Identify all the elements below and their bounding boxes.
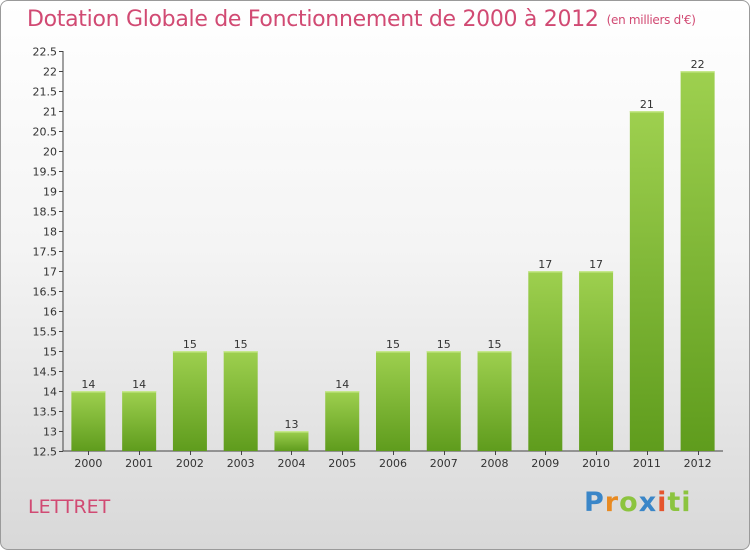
y-tick-label: 12.5: [33, 446, 58, 459]
bar: [71, 391, 106, 451]
y-tick-label: 15: [43, 346, 57, 359]
bar-highlight: [223, 351, 258, 353]
value-label: 17: [538, 258, 552, 271]
x-tick-label: 2005: [328, 457, 356, 470]
logo-letter: ti: [667, 487, 692, 518]
bar-highlight: [71, 391, 106, 393]
x-tick-label: 2010: [582, 457, 610, 470]
bar-highlight: [629, 111, 664, 113]
y-tick-label: 16: [43, 306, 57, 319]
y-tick-label: 14: [43, 386, 57, 399]
y-tick-label: 20: [43, 146, 57, 159]
y-tick-label: 18.5: [33, 206, 58, 219]
y-tick-label: 18: [43, 226, 57, 239]
y-tick-label: 17: [43, 266, 57, 279]
y-tick-label: 21.5: [33, 86, 58, 99]
bar: [274, 431, 309, 451]
y-tick-label: 20.5: [33, 126, 58, 139]
bar: [579, 271, 614, 451]
y-tick-label: 19.5: [33, 166, 58, 179]
bar: [477, 351, 512, 451]
axes: 12.5 13 13.5 14 14.5 15 15.5 16 16.5 17 17.5 18 18.5…: [33, 46, 723, 459]
chart-title: Dotation Globale de Fonctionnement de 20…: [27, 7, 696, 32]
unit-label: (en milliers d'€): [606, 13, 696, 27]
x-tick-label: 2008: [481, 457, 509, 470]
value-label: 17: [589, 258, 603, 271]
x-tick-label: 2004: [277, 457, 305, 470]
value-label: 21: [640, 98, 654, 111]
bar-highlight: [122, 391, 157, 393]
bar-highlight: [477, 351, 512, 353]
bar-highlight: [579, 271, 614, 273]
logo-letter: r: [604, 487, 620, 518]
y-tick-label: 16.5: [33, 286, 58, 299]
y-tick-label: 17.5: [33, 246, 58, 259]
bar: [122, 391, 157, 451]
y-tick-label: 13: [43, 426, 57, 439]
commune-name: LETTRET: [28, 496, 111, 518]
x-tick-label: 2012: [684, 457, 712, 470]
logo-letter: P: [584, 487, 605, 518]
labels: 2000 14 2001 14 2002 15 2003 15 2004 13 2005 14 2006…: [74, 58, 711, 470]
value-label: 15: [386, 338, 400, 351]
bar: [223, 351, 258, 451]
y-tick-label: 22.5: [33, 46, 58, 59]
bar-highlight: [680, 71, 715, 73]
value-label: 22: [691, 58, 705, 71]
x-tick-label: 2009: [531, 457, 559, 470]
bar-highlight: [528, 271, 563, 273]
bar: [680, 71, 715, 451]
bar: [376, 351, 410, 451]
logo-letter: o: [619, 487, 639, 518]
logo-letter: x: [638, 487, 658, 518]
value-label: 13: [284, 418, 298, 431]
y-tick-label: 19: [43, 186, 57, 199]
value-label: 15: [437, 338, 451, 351]
bar: [528, 271, 563, 451]
y-tick-label: 13.5: [33, 406, 58, 419]
logo-letter: i: [657, 487, 668, 518]
value-label: 15: [488, 338, 502, 351]
bar-highlight: [376, 351, 410, 353]
value-label: 14: [81, 378, 95, 391]
x-tick-label: 2011: [633, 457, 661, 470]
y-tick-label: 14.5: [33, 366, 58, 379]
value-label: 15: [234, 338, 248, 351]
y-tick-label: 22: [43, 66, 57, 79]
x-tick-label: 2006: [379, 457, 407, 470]
value-label: 14: [132, 378, 146, 391]
bar: [325, 391, 360, 451]
bar: [629, 111, 664, 451]
y-tick-label: 21: [43, 106, 57, 119]
bar-highlight: [172, 351, 207, 353]
x-tick-label: 2002: [176, 457, 204, 470]
bars: [71, 71, 715, 451]
value-label: 15: [183, 338, 197, 351]
bar-highlight: [274, 431, 309, 433]
bar-highlight: [426, 351, 461, 353]
x-tick-label: 2000: [74, 457, 102, 470]
x-tick-label: 2003: [227, 457, 255, 470]
proxiti-logo: Proxiti: [584, 487, 692, 518]
y-tick-label: 15.5: [33, 326, 58, 339]
x-tick-label: 2001: [125, 457, 153, 470]
title-text: Dotation Globale de Fonctionnement de 20…: [27, 7, 599, 32]
bar: [426, 351, 461, 451]
bar-highlight: [325, 391, 360, 393]
x-tick-label: 2007: [430, 457, 458, 470]
value-label: 14: [335, 378, 349, 391]
bar: [172, 351, 207, 451]
